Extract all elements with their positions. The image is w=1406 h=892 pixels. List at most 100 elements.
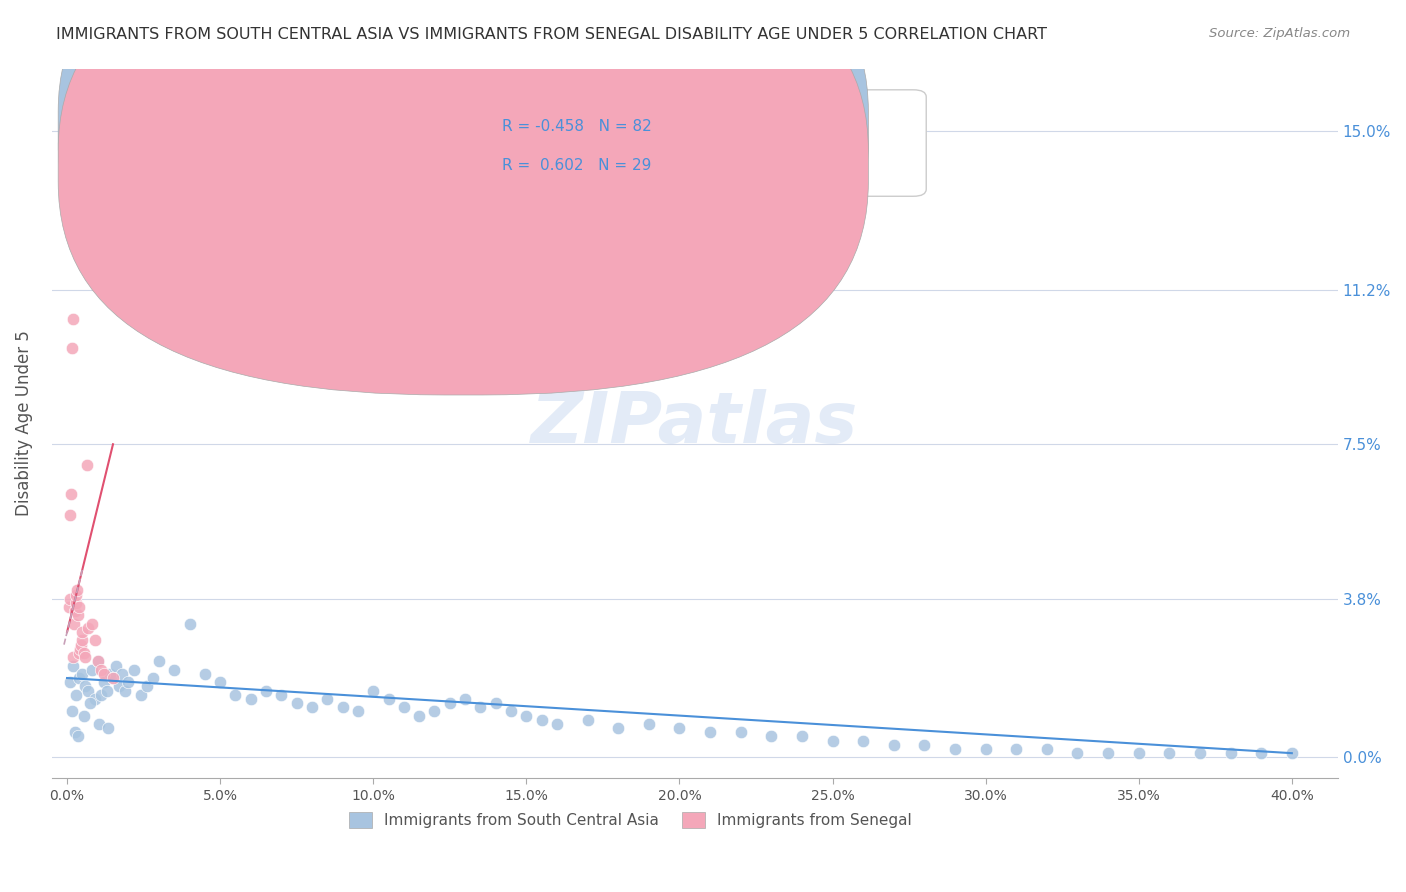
Point [1219, 746, 1241, 760]
Point [59, 675, 82, 690]
Point [62, 616, 84, 631]
Point [58, 591, 80, 606]
Point [96, 683, 118, 698]
Point [270, 688, 292, 702]
Text: R = -0.458   N = 82: R = -0.458 N = 82 [463, 121, 613, 136]
Point [66, 608, 89, 623]
Point [65, 596, 87, 610]
Point [67, 600, 90, 615]
Point [254, 683, 277, 698]
Point [179, 616, 201, 631]
Point [66, 583, 89, 598]
FancyBboxPatch shape [412, 90, 927, 196]
Point [912, 738, 935, 752]
Text: IMMIGRANTS FROM SOUTH CENTRAL ASIA VS IMMIGRANTS FROM SENEGAL DISABILITY AGE UND: IMMIGRANTS FROM SOUTH CENTRAL ASIA VS IM… [56, 27, 1047, 42]
Point [129, 688, 152, 702]
Point [101, 671, 124, 685]
Point [93, 675, 115, 690]
Point [668, 721, 690, 735]
Y-axis label: Disability Age Under 5: Disability Age Under 5 [15, 330, 32, 516]
FancyBboxPatch shape [58, 0, 869, 395]
Text: ZIPatlas: ZIPatlas [531, 389, 859, 458]
Point [515, 708, 537, 723]
Point [470, 700, 492, 714]
Point [821, 733, 844, 747]
Text: R =  0.602   N = 29: R = 0.602 N = 29 [463, 161, 613, 176]
Point [66, 730, 89, 744]
Point [98, 666, 121, 681]
Point [59, 508, 82, 523]
Point [974, 742, 997, 756]
Point [70, 633, 93, 648]
Point [86, 654, 108, 668]
Point [75, 650, 97, 665]
Point [69, 641, 91, 656]
Point [392, 700, 415, 714]
Point [59, 487, 82, 501]
Point [89, 717, 111, 731]
Point [1066, 746, 1088, 760]
Point [1097, 746, 1119, 760]
Point [80, 663, 103, 677]
Point [90, 663, 112, 677]
Point [75, 679, 97, 693]
Point [852, 733, 875, 747]
Point [114, 683, 136, 698]
Point [316, 692, 339, 706]
Point [546, 717, 568, 731]
Legend: Immigrants from South Central Asia, Immigrants from Senegal: Immigrants from South Central Asia, Immi… [343, 806, 918, 834]
Point [142, 671, 165, 685]
Text: R = -0.458   N = 82: R = -0.458 N = 82 [502, 120, 651, 134]
Point [761, 730, 783, 744]
Point [699, 725, 721, 739]
Point [80, 616, 103, 631]
Point [163, 663, 186, 677]
Point [408, 708, 430, 723]
Point [301, 700, 323, 714]
Point [1128, 746, 1150, 760]
Point [60, 705, 83, 719]
Point [943, 742, 966, 756]
Point [239, 692, 262, 706]
Point [111, 666, 134, 681]
Point [62, 658, 84, 673]
Point [1188, 746, 1211, 760]
Point [58, 600, 80, 615]
Point [439, 696, 461, 710]
Point [485, 696, 508, 710]
Point [62, 312, 84, 326]
Point [63, 604, 86, 618]
Point [101, 671, 124, 685]
Point [377, 692, 399, 706]
Point [83, 692, 105, 706]
Point [423, 705, 446, 719]
Point [576, 713, 599, 727]
Point [135, 679, 157, 693]
Point [607, 721, 630, 735]
Point [79, 696, 101, 710]
Point [72, 625, 94, 640]
Point [117, 675, 139, 690]
Point [67, 671, 90, 685]
Point [1250, 746, 1272, 760]
Point [1159, 746, 1181, 760]
Point [361, 683, 384, 698]
Point [62, 650, 84, 665]
Point [77, 683, 100, 698]
Point [60, 341, 83, 355]
Point [108, 679, 131, 693]
Point [97, 721, 120, 735]
Point [332, 700, 354, 714]
Point [883, 738, 905, 752]
Point [285, 696, 308, 710]
Point [72, 666, 94, 681]
FancyBboxPatch shape [58, 0, 869, 356]
Point [105, 658, 128, 673]
Point [65, 588, 87, 602]
Point [224, 688, 246, 702]
Point [69, 638, 91, 652]
Point [124, 663, 146, 677]
Point [1036, 742, 1059, 756]
Point [90, 688, 112, 702]
Point [347, 705, 370, 719]
